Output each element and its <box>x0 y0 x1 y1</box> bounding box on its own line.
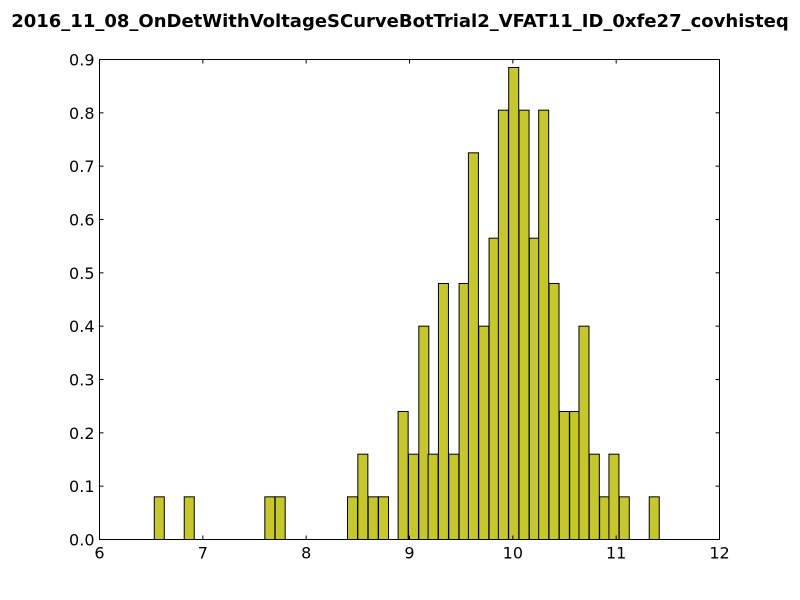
histogram-bar <box>497 109 509 540</box>
histogram-bar <box>153 496 165 540</box>
histogram-bar <box>448 453 460 541</box>
x-tick-label: 11 <box>606 544 626 563</box>
y-tick-label: 0.6 <box>69 211 94 230</box>
histogram-bar <box>427 453 439 541</box>
histogram-bar <box>357 453 369 541</box>
plot-frame <box>99 59 720 540</box>
x-tick-label: 6 <box>94 544 104 563</box>
histogram-bar <box>578 325 590 541</box>
histogram-bar <box>488 237 500 540</box>
histogram-bar <box>397 411 409 540</box>
histogram-bar <box>458 283 470 540</box>
histogram-bar <box>599 496 611 540</box>
y-tick-label: 0.8 <box>69 104 94 123</box>
histogram-bar <box>558 411 570 540</box>
histogram-bar <box>418 325 430 541</box>
histogram-bar <box>378 496 390 540</box>
y-tick-label: 0.0 <box>69 531 94 550</box>
y-tick-label: 0.7 <box>69 157 94 176</box>
histogram-bar <box>183 496 195 540</box>
histogram-bar <box>264 496 276 540</box>
x-tick-label: 8 <box>301 544 311 563</box>
histogram-bar <box>478 325 490 541</box>
histogram-bar <box>437 283 449 540</box>
histogram-bar <box>569 411 581 540</box>
x-tick-label: 12 <box>709 544 729 563</box>
histogram-bar <box>618 496 630 540</box>
histogram-bar <box>407 453 419 541</box>
chart-title: 2016_11_08_OnDetWithVoltageSCurveBotTria… <box>11 11 789 32</box>
x-tick-label: 7 <box>198 544 208 563</box>
y-tick-label: 0.9 <box>69 51 94 70</box>
histogram-bar <box>467 152 479 541</box>
histogram-bar <box>608 453 620 541</box>
tick-labels-group: 6 7 8 9 10 11 12 0.0 0.1 0.2 0.3 0.4 0.5 0.6 0.7 0.8 0.9 <box>69 51 730 563</box>
y-tick-label: 0.5 <box>69 264 94 283</box>
x-tick-label: 9 <box>404 544 414 563</box>
x-tick-label: 10 <box>503 544 523 563</box>
histogram-bar <box>508 67 520 540</box>
y-tick-label: 0.3 <box>69 371 94 390</box>
bars-group <box>153 67 660 541</box>
y-tick-label: 0.2 <box>69 424 94 443</box>
histogram-bar <box>648 496 660 540</box>
histogram-bar <box>347 496 359 540</box>
histogram-bar <box>528 237 540 540</box>
histogram-bar <box>367 496 379 540</box>
histogram-bar <box>274 496 286 540</box>
histogram-bar <box>548 283 560 540</box>
y-tick-label: 0.4 <box>69 317 94 336</box>
y-tick-label: 0.1 <box>69 477 94 496</box>
histogram-bar <box>588 453 600 541</box>
histogram-bar <box>518 109 530 540</box>
histogram-bar <box>538 109 550 540</box>
